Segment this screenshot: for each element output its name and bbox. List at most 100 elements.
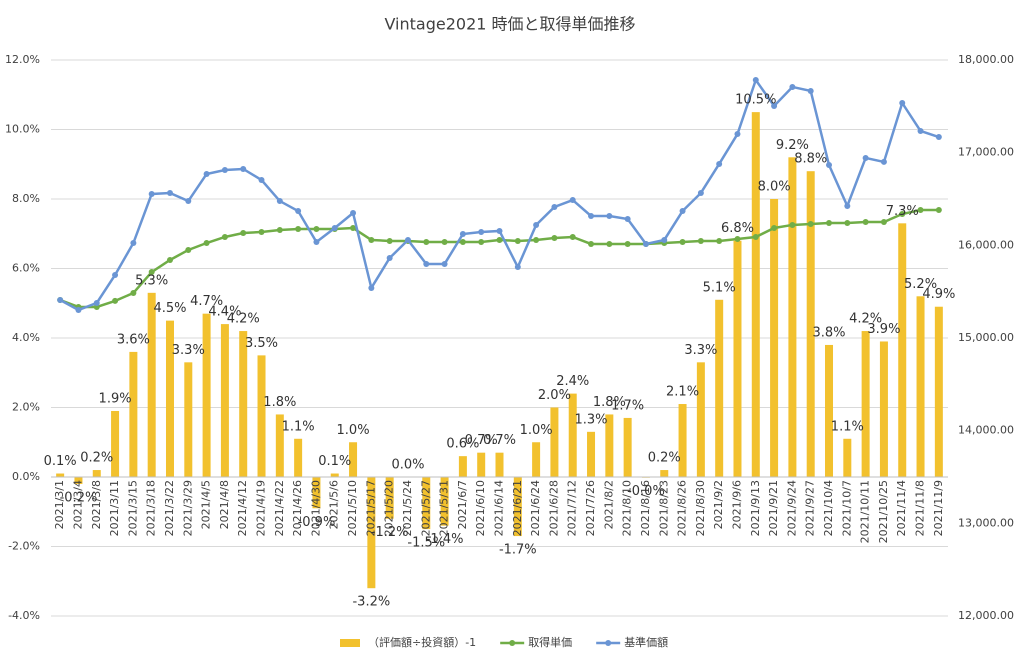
bar (56, 473, 65, 477)
point (221, 166, 228, 173)
point (569, 233, 576, 240)
x-tick-label: 2021/4/30 (309, 480, 322, 536)
data-label: 8.8% (794, 152, 827, 167)
bar (715, 299, 724, 477)
x-tick-label: 2021/6/7 (456, 480, 469, 529)
y-tick-label: 2.0% (12, 401, 40, 414)
bar (129, 351, 138, 477)
point (276, 198, 283, 205)
bar (605, 414, 614, 477)
point (93, 299, 100, 306)
bar (312, 477, 321, 509)
x-tick-label: 2021/8/26 (676, 480, 689, 536)
x-tick-label: 2021/5/17 (364, 480, 377, 536)
data-label: 4.2% (227, 312, 260, 327)
data-label: 1.1% (831, 419, 864, 434)
chart-title: Vintage2021 時価と取得単価推移 (384, 15, 635, 34)
bar (257, 355, 266, 477)
legend-label: （評価額÷投資額）-1 (368, 635, 476, 649)
x-tick-label: 2021/7/12 (566, 480, 579, 536)
data-label: 0.1% (44, 454, 77, 469)
y2-tick-label: 13,000.00 (958, 516, 1014, 529)
y2-tick-label: 14,000.00 (958, 424, 1014, 437)
bar (422, 477, 431, 530)
bar (239, 331, 248, 477)
point (295, 226, 302, 233)
y2-tick-label: 18,000.00 (958, 53, 1014, 66)
x-tick-label: 2021/6/24 (529, 480, 542, 536)
point (569, 197, 576, 204)
x-tick-label: 2021/10/7 (840, 480, 853, 536)
bar (495, 452, 504, 477)
point (112, 271, 119, 278)
bar (788, 157, 797, 478)
point (240, 230, 247, 237)
point (368, 284, 375, 291)
bar (751, 112, 760, 477)
data-label: 3.3% (684, 343, 717, 358)
point (221, 233, 228, 240)
data-label: 0.1% (318, 454, 351, 469)
point (862, 154, 869, 161)
x-tick-label: 2021/3/4 (71, 480, 84, 529)
point (588, 212, 595, 219)
x-tick-label: 2021/3/29 (181, 480, 194, 536)
data-label: 6.8% (721, 221, 754, 236)
legend-swatch (509, 640, 516, 646)
point (642, 240, 649, 247)
bar (806, 171, 815, 477)
point (57, 297, 64, 304)
data-label: -1.5% (407, 536, 445, 551)
x-tick-label: 2021/4/8 (218, 480, 231, 529)
legend-swatch (605, 640, 612, 646)
point (917, 207, 924, 214)
point (826, 161, 833, 168)
x-tick-label: 2021/8/10 (621, 480, 634, 536)
bar (916, 296, 925, 477)
data-label: 3.5% (245, 336, 278, 351)
x-tick-label: 2021/11/4 (895, 480, 908, 536)
data-label: 0.0% (391, 458, 424, 473)
data-label: 2.4% (556, 374, 589, 389)
point (533, 221, 540, 228)
point (386, 237, 393, 244)
point (899, 99, 906, 106)
legend-label: 基準価額 (624, 635, 668, 649)
x-tick-label: 2021/8/2 (602, 480, 615, 529)
point (807, 87, 814, 94)
x-tick-label: 2021/6/28 (547, 480, 560, 536)
point (166, 189, 173, 196)
y2-tick-label: 12,000.00 (958, 609, 1014, 622)
data-label: 0.6% (446, 437, 479, 452)
bar (678, 404, 687, 477)
point (478, 238, 485, 245)
point (880, 158, 887, 165)
bar (165, 320, 174, 477)
point (588, 240, 595, 247)
data-label: 1.0% (520, 423, 553, 438)
data-label: 5.2% (904, 277, 937, 292)
data-label: 3.3% (172, 343, 205, 358)
y-tick-label: 10.0% (5, 123, 40, 136)
bar (202, 313, 211, 477)
bar (184, 362, 193, 477)
bar (934, 306, 943, 477)
legend-swatch (340, 639, 360, 647)
x-tick-label: 2021/4/5 (200, 480, 213, 529)
data-label: 1.8% (593, 395, 626, 410)
point (917, 127, 924, 134)
bar (294, 438, 303, 477)
y-tick-label: 0.0% (12, 470, 40, 483)
point (313, 226, 320, 233)
point (697, 189, 704, 196)
bar (568, 393, 577, 477)
point (752, 233, 759, 240)
point (935, 134, 942, 141)
x-tick-label: 2021/5/20 (383, 480, 396, 536)
data-label: 4.9% (922, 287, 955, 302)
point (679, 208, 686, 215)
point (459, 238, 466, 245)
point (441, 238, 448, 245)
point (130, 289, 137, 296)
